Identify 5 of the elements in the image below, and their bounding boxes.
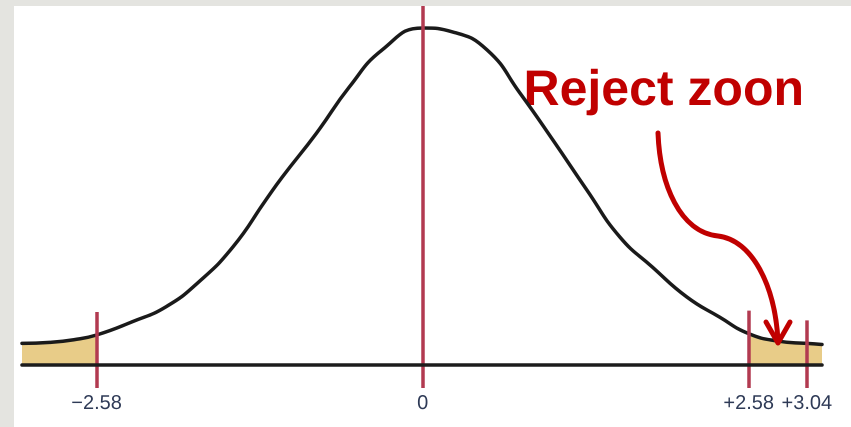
x-tick-label: 0 bbox=[417, 392, 428, 414]
annotation: Reject zoon bbox=[523, 60, 804, 116]
x-tick-label: −2.58 bbox=[71, 392, 122, 414]
x-tick-label: +3.04 bbox=[782, 392, 832, 414]
x-tick-label: +2.58 bbox=[723, 392, 774, 414]
